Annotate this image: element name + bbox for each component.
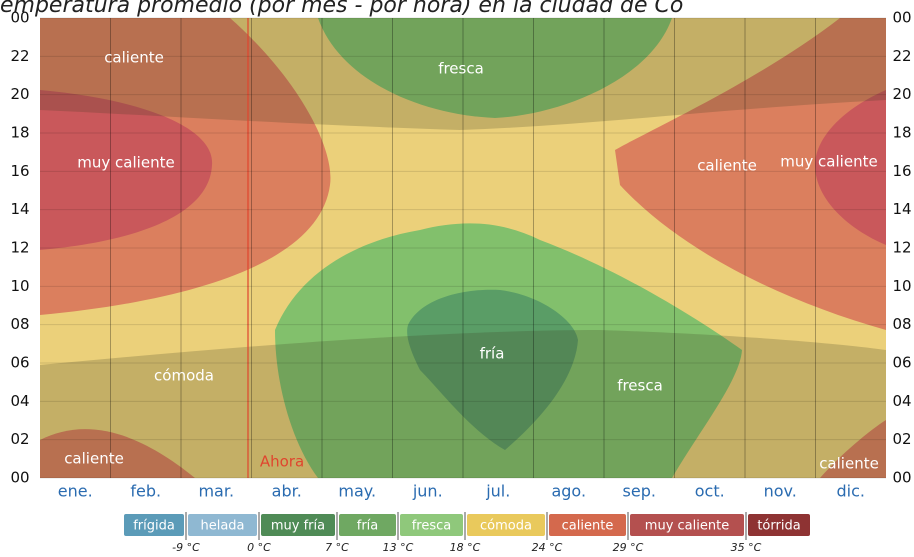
y-tick-label: 06 <box>10 354 29 372</box>
y-tick-label: 10 <box>10 277 29 295</box>
region-label: caliente <box>819 455 879 473</box>
region-label: fresca <box>438 60 484 78</box>
x-tick-label: jul. <box>485 482 510 501</box>
region-labels: caliente muy caliente fresca cómoda fría… <box>64 49 879 473</box>
x-tick-label: ago. <box>551 482 586 501</box>
plot-area: Ahora <box>40 18 886 478</box>
threshold-label: 35 °C <box>731 541 762 554</box>
y-tick-label: 08 <box>892 315 911 333</box>
legend-swatch <box>339 514 396 536</box>
y-tick-label: 20 <box>892 85 911 103</box>
night-shade <box>40 330 886 478</box>
fria-region <box>407 289 578 450</box>
region-label: muy caliente <box>780 153 877 171</box>
region-label: caliente <box>697 157 757 175</box>
y-tick-label: 00 <box>10 469 29 487</box>
muy-caliente-region <box>40 90 213 250</box>
region-label: muy caliente <box>77 154 174 172</box>
y-tick-label: 14 <box>892 200 911 218</box>
fresca-region <box>318 18 672 118</box>
y-tick-label: 22 <box>892 47 911 65</box>
now-label: Ahora <box>260 453 304 471</box>
legend-swatch <box>549 514 626 536</box>
x-tick-label: sep. <box>623 482 656 501</box>
legend-swatch <box>467 514 545 536</box>
x-tick-label: jun. <box>412 482 443 501</box>
legend-label: muy fría <box>271 519 325 534</box>
y-tick-label: 18 <box>892 124 911 142</box>
y-tick-label: 20 <box>10 85 29 103</box>
x-tick-label: dic. <box>837 482 865 501</box>
y-tick-label: 22 <box>10 47 29 65</box>
y-tick-label: 06 <box>892 354 911 372</box>
x-tick-label: feb. <box>130 482 161 501</box>
legend-label: helada <box>200 519 244 534</box>
y-tick-label: 04 <box>892 392 911 410</box>
legend-swatch <box>124 514 184 536</box>
y-tick-label: 10 <box>892 277 911 295</box>
region-label: fría <box>480 345 505 363</box>
grid <box>40 17 886 479</box>
threshold-label: 18 °C <box>450 541 481 554</box>
y-tick-label: 00 <box>10 9 29 27</box>
y-tick-label: 02 <box>10 430 29 448</box>
legend-swatch <box>261 514 335 536</box>
legend-swatch <box>630 514 744 536</box>
legend-label: fría <box>357 519 379 534</box>
legend-swatch <box>400 514 463 536</box>
legend-label: muy caliente <box>645 519 729 534</box>
x-tick-label: mar. <box>198 482 234 501</box>
caliente-region <box>40 429 195 478</box>
caliente-region <box>820 420 886 478</box>
legend-swatch <box>188 514 257 536</box>
muy-caliente-region <box>815 90 886 245</box>
threshold-label: 0 °C <box>247 541 271 554</box>
night-shade <box>40 18 886 130</box>
legend-swatch <box>748 514 810 536</box>
threshold-label: 13 °C <box>383 541 414 554</box>
y-tick-label: 04 <box>10 392 29 410</box>
legend-label: frígida <box>133 519 175 534</box>
threshold-label: -9 °C <box>172 541 200 554</box>
x-tick-label: oct. <box>695 482 725 501</box>
legend-label: fresca <box>412 519 452 534</box>
y-tick-label: 08 <box>10 315 29 333</box>
y-tick-label: 18 <box>10 124 29 142</box>
legend-label: caliente <box>562 519 614 534</box>
region-label: cómoda <box>154 367 214 385</box>
threshold-label: 24 °C <box>532 541 563 554</box>
legend-label: cómoda <box>480 519 532 534</box>
y-tick-label: 00 <box>892 469 911 487</box>
y-tick-label: 00 <box>892 9 911 27</box>
x-tick-label: abr. <box>272 482 302 501</box>
x-tick-label: may. <box>338 482 376 501</box>
y-tick-label: 02 <box>892 430 911 448</box>
x-tick-label: nov. <box>764 482 797 501</box>
y-tick-label: 16 <box>10 162 29 180</box>
y-tick-label: 12 <box>10 239 29 257</box>
region-label: caliente <box>104 49 164 67</box>
y-tick-label: 16 <box>892 162 911 180</box>
chart-title: emperatura promedio (por mes - por hora)… <box>0 0 683 18</box>
region-label: caliente <box>64 450 124 468</box>
threshold-label: 7 °C <box>325 541 349 554</box>
legend-label: tórrida <box>757 519 800 534</box>
y-tick-label: 14 <box>10 200 29 218</box>
region-label: fresca <box>617 377 663 395</box>
caliente-region <box>615 18 886 330</box>
x-tick-label: ene. <box>58 482 93 501</box>
threshold-label: 29 °C <box>613 541 644 554</box>
y-tick-label: 12 <box>892 239 911 257</box>
